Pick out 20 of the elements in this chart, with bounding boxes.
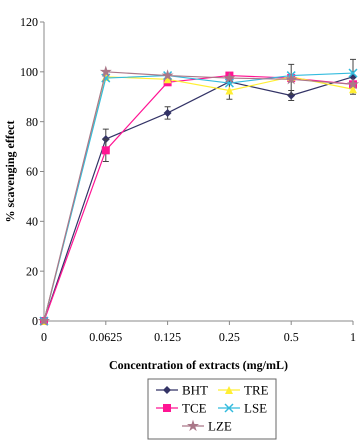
y-tick-label: 100 [20, 65, 38, 80]
x-tick-label: 1 [350, 330, 356, 344]
legend-label: BHT [182, 382, 208, 398]
y-tick-label: 60 [26, 164, 38, 179]
x-tick-label: 0.25 [218, 330, 240, 344]
legend-label: LZE [208, 418, 232, 434]
y-tick-label: 20 [26, 264, 38, 278]
x-tick-label: 0 [41, 330, 47, 344]
legend-label: LSE [244, 400, 268, 416]
y-tick-label: 0 [32, 314, 38, 328]
x-tick-label: 0.125 [154, 330, 182, 344]
x-axis-title: Concentration of extracts (mg/mL) [109, 358, 288, 372]
x-tick-label: 0.5 [284, 330, 299, 344]
y-tick-label: 120 [20, 15, 38, 30]
y-tick-label: 40 [26, 214, 38, 229]
legend-label: TCE [182, 400, 207, 416]
x-tick-label: 0.0625 [89, 330, 122, 344]
y-axis-title: % scavenging effect [3, 120, 17, 222]
legend-label: TRE [244, 382, 269, 398]
y-tick-label: 80 [26, 114, 38, 129]
